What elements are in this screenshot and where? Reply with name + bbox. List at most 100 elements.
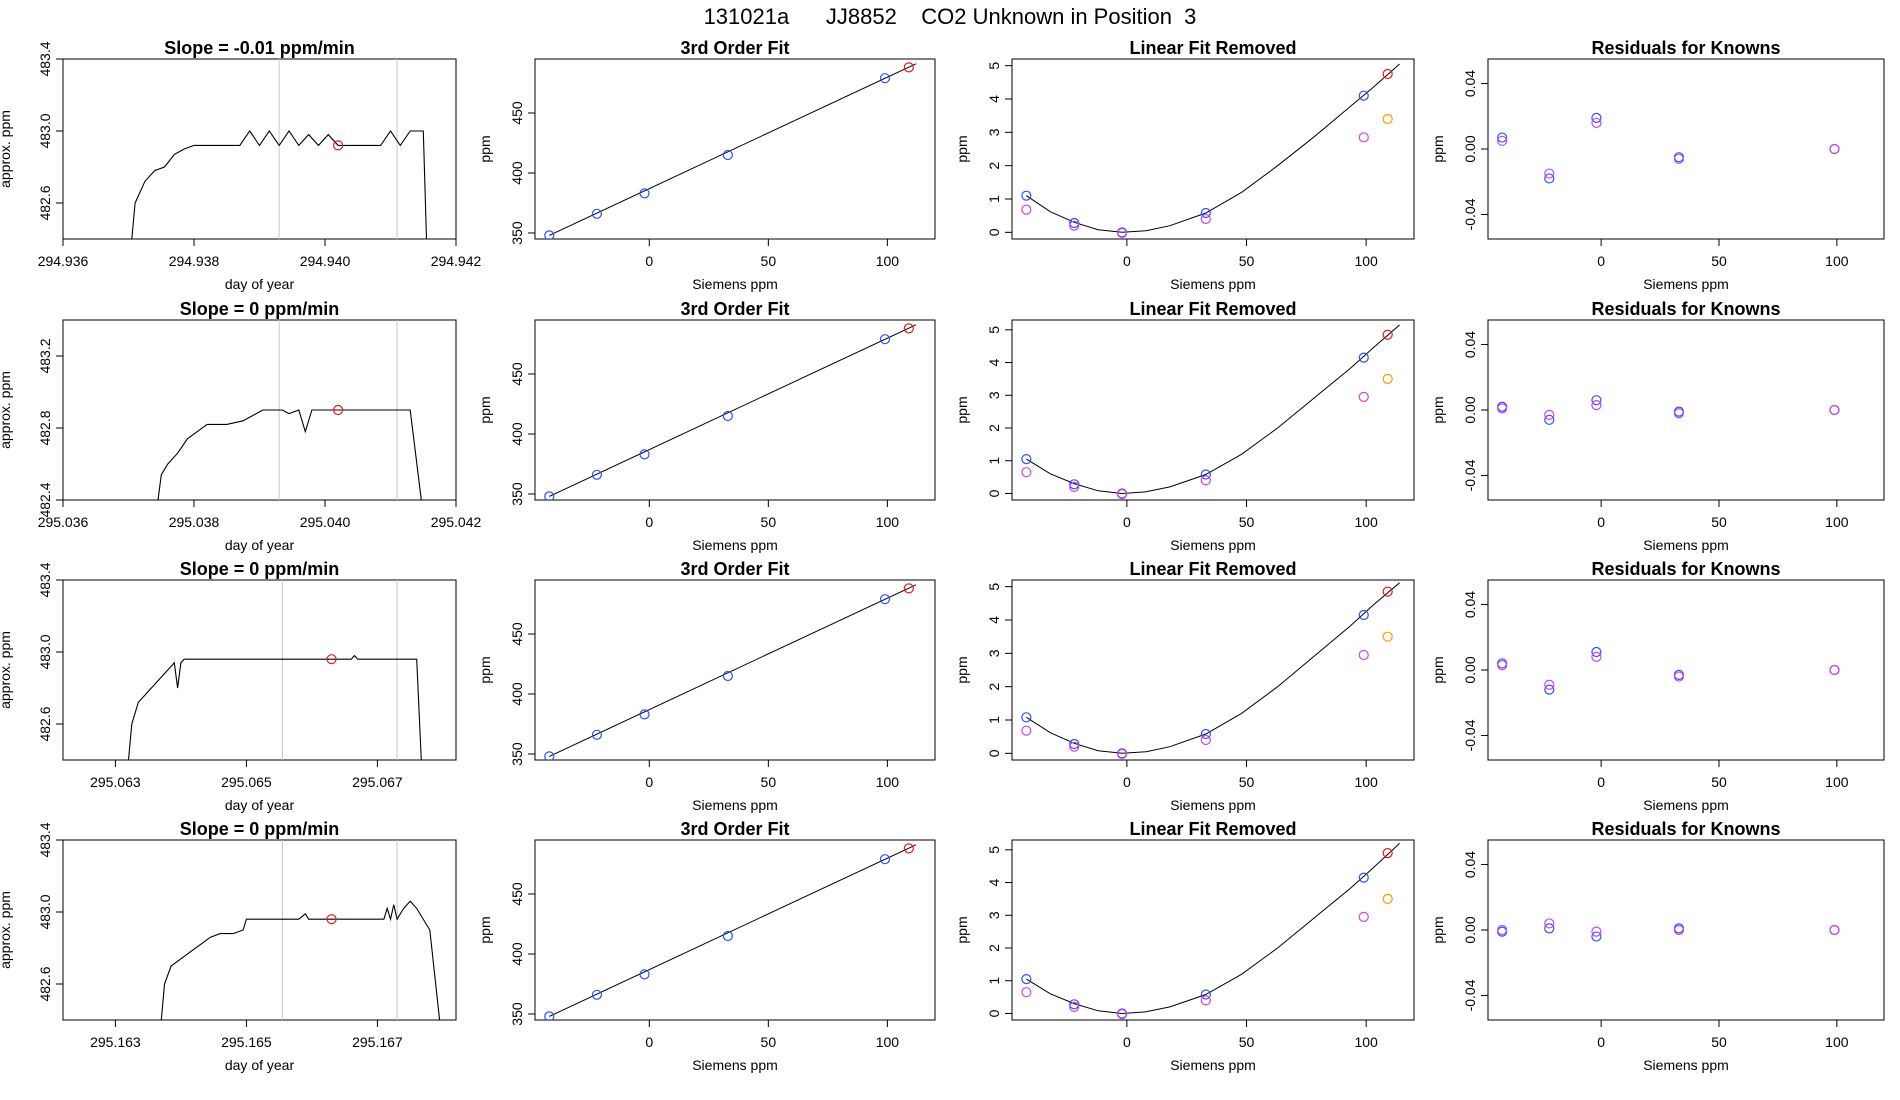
- x-tick-label: 100: [876, 253, 900, 269]
- panel-title: 3rd Order Fit: [680, 38, 789, 58]
- y-tick-label: 1: [986, 977, 1002, 985]
- data-point: [1358, 609, 1369, 621]
- data-point: [1544, 684, 1555, 695]
- panel-title: Linear Fit Removed: [1129, 299, 1296, 319]
- y-axis-label: approx. ppm: [0, 110, 13, 188]
- plot-data: [157, 320, 422, 500]
- plot-data: [1021, 582, 1400, 760]
- data-point: [1200, 207, 1211, 219]
- x-tick-label: 100: [1825, 514, 1849, 530]
- y-tick-label: 482.6: [37, 706, 53, 741]
- data-point: [544, 1011, 555, 1020]
- data-point: [1829, 143, 1840, 155]
- data-point: [1069, 220, 1080, 231]
- y-tick-label: 4: [986, 358, 1002, 366]
- data-point: [1544, 414, 1555, 425]
- x-tick-label: 50: [1239, 774, 1255, 790]
- panel-title: 3rd Order Fit: [680, 299, 789, 319]
- plot-frame: [62, 319, 457, 501]
- plot-data: [131, 59, 428, 239]
- data-point: [1544, 409, 1555, 421]
- plot-data: [1497, 918, 1840, 942]
- y-tick-label: -0.04: [1462, 979, 1478, 1011]
- y-tick-label: 0.00: [1462, 916, 1478, 943]
- plot-frame: [534, 579, 936, 761]
- y-tick-label: 450: [509, 362, 525, 386]
- data-point: [903, 62, 914, 73]
- data-point: [591, 729, 603, 740]
- panel-2-3: Linear Fit Removed Siemens ppm ppm 0 50 100 0 1…: [954, 299, 1415, 553]
- data-point: [591, 469, 603, 480]
- y-tick-label: 0.04: [1462, 591, 1478, 618]
- x-tick-label: 0: [1123, 1034, 1131, 1050]
- y-tick-label: 483.2: [37, 338, 53, 373]
- x-tick-label: 0: [645, 514, 653, 530]
- x-tick-label: 50: [1711, 514, 1727, 530]
- x-axis-label: Siemens ppm: [692, 1057, 778, 1073]
- data-point: [1358, 132, 1369, 143]
- y-tick-label: 350: [509, 1002, 525, 1026]
- data-point: [1069, 741, 1080, 752]
- panel-title: Slope = -0.01 ppm/min: [164, 38, 355, 58]
- fit-curve: [1026, 582, 1400, 754]
- data-point: [1497, 659, 1508, 671]
- fit-curve: [1026, 63, 1400, 233]
- data-point: [1358, 352, 1369, 363]
- panel-4-1: Slope = 0 ppm/min day of year approx. ppm 2…: [0, 819, 457, 1073]
- y-tick-label: 0.04: [1462, 851, 1478, 878]
- data-point: [1544, 918, 1555, 929]
- y-tick-label: 2: [986, 683, 1002, 691]
- panel-title: Slope = 0 ppm/min: [180, 819, 340, 839]
- data-point: [1829, 924, 1840, 936]
- x-axis-label: day of year: [225, 537, 295, 553]
- data-point: [1069, 217, 1080, 229]
- data-point: [879, 594, 891, 605]
- series-line: [157, 409, 422, 500]
- data-point: [1069, 1001, 1080, 1013]
- data-point: [639, 709, 650, 720]
- x-axis-label: day of year: [225, 1057, 295, 1073]
- plot-data: [544, 843, 917, 1020]
- x-tick-label: 100: [1354, 253, 1378, 269]
- y-tick-label: 483.0: [37, 634, 53, 669]
- data-point: [1673, 924, 1685, 936]
- panel-title: Linear Fit Removed: [1129, 559, 1296, 579]
- x-tick-label: 100: [1825, 253, 1849, 269]
- data-point: [1069, 999, 1080, 1010]
- data-point: [1497, 132, 1508, 143]
- x-axis-label: day of year: [225, 797, 295, 813]
- data-point: [1544, 679, 1555, 690]
- data-point: [1382, 586, 1393, 597]
- plot-frame: [62, 58, 457, 240]
- y-tick-label: 5: [986, 846, 1002, 854]
- data-point: [1358, 90, 1369, 101]
- y-tick-label: 483.4: [37, 562, 53, 597]
- x-tick-label: 295.165: [221, 1034, 272, 1050]
- data-point: [1673, 408, 1685, 419]
- plot-data: [544, 323, 917, 500]
- data-point: [1591, 399, 1602, 411]
- y-tick-label: 1: [986, 457, 1002, 465]
- panel-title: Linear Fit Removed: [1129, 38, 1296, 58]
- y-tick-label: 3: [986, 128, 1002, 136]
- x-tick-label: 0: [645, 774, 653, 790]
- y-tick-label: 350: [509, 742, 525, 766]
- data-point: [1200, 728, 1211, 740]
- plot-data: [1497, 395, 1840, 425]
- x-tick-label: 50: [761, 514, 777, 530]
- data-point: [1200, 469, 1211, 480]
- data-point: [1673, 153, 1685, 164]
- plot-data: [1021, 842, 1400, 1020]
- panel-4-3: Linear Fit Removed Siemens ppm ppm 0 50 100 0 1…: [954, 819, 1415, 1073]
- panel-3-3: Linear Fit Removed Siemens ppm ppm 0 50 100 0 1…: [954, 559, 1415, 813]
- data-point: [1358, 872, 1369, 883]
- data-point: [1497, 924, 1508, 936]
- data-point: [333, 140, 344, 151]
- y-tick-label: 482.8: [37, 410, 53, 445]
- panel-3-1: Slope = 0 ppm/min day of year approx. ppm 2…: [0, 559, 457, 813]
- x-tick-label: 294.942: [431, 253, 482, 269]
- y-axis-label: ppm: [477, 656, 493, 683]
- y-tick-label: -0.04: [1462, 198, 1478, 230]
- plot-frame: [534, 319, 936, 501]
- y-axis-label: ppm: [954, 135, 970, 162]
